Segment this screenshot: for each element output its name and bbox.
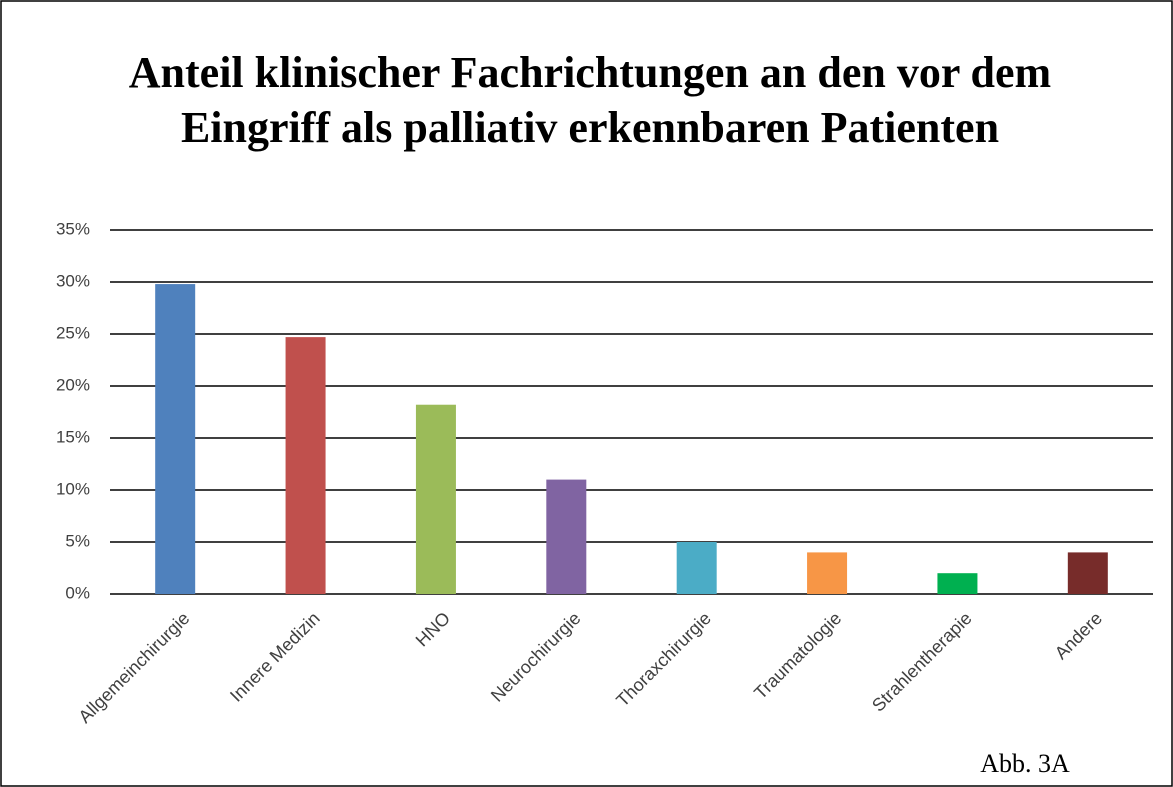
x-tick-label: Andere	[1051, 608, 1106, 663]
x-tick-label: Innere Medizin	[226, 608, 324, 706]
x-tick-label: Strahlentherapie	[868, 608, 976, 716]
bar	[546, 479, 587, 594]
x-tick-label: Allgemeinchirurgie	[75, 608, 194, 727]
bar	[415, 404, 456, 594]
bar	[676, 542, 717, 594]
annotation: Abb. 3A	[980, 749, 1070, 778]
y-tick-label: 30%	[56, 271, 90, 290]
bar	[1067, 552, 1108, 594]
y-tick-label: 20%	[56, 375, 90, 394]
x-tick-label: HNO	[412, 608, 454, 650]
x-tick-label: Traumatologie	[750, 608, 845, 703]
y-tick-label: 10%	[56, 479, 90, 498]
y-tick-label: 35%	[56, 219, 90, 238]
bar	[807, 552, 848, 594]
x-tick-label: Neurochirurgie	[487, 608, 585, 706]
bar	[937, 573, 978, 594]
bar	[285, 337, 326, 594]
bar	[155, 284, 196, 594]
y-tick-label: 5%	[65, 531, 90, 550]
y-tick-label: 0%	[65, 583, 90, 602]
y-tick-label: 15%	[56, 427, 90, 446]
y-tick-label: 25%	[56, 323, 90, 342]
chart-title: Anteil klinischer Fachrichtungen an den …	[128, 48, 1052, 152]
x-tick-label: Thoraxchirurgie	[612, 608, 715, 711]
